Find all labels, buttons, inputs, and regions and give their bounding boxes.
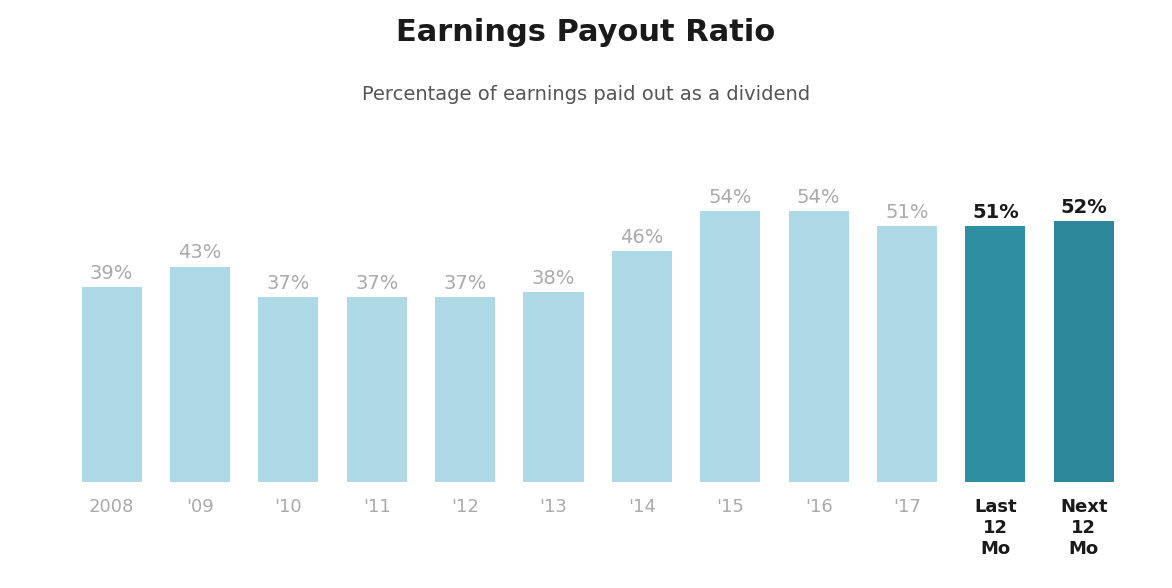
Text: 39%: 39% bbox=[90, 263, 134, 283]
Text: 38%: 38% bbox=[532, 269, 575, 288]
Text: 37%: 37% bbox=[355, 273, 398, 293]
Bar bbox=[1054, 221, 1113, 482]
Text: 46%: 46% bbox=[620, 229, 663, 248]
Bar bbox=[524, 292, 584, 482]
Text: 54%: 54% bbox=[709, 188, 752, 208]
Bar bbox=[789, 211, 849, 482]
Text: Earnings Payout Ratio: Earnings Payout Ratio bbox=[396, 18, 776, 46]
Text: 37%: 37% bbox=[267, 273, 311, 293]
Text: Percentage of earnings paid out as a dividend: Percentage of earnings paid out as a div… bbox=[362, 85, 810, 104]
Bar bbox=[258, 296, 319, 482]
Text: 54%: 54% bbox=[797, 188, 840, 208]
Bar bbox=[612, 252, 672, 482]
Bar bbox=[877, 226, 938, 482]
Bar bbox=[347, 296, 407, 482]
Bar bbox=[966, 226, 1026, 482]
Bar bbox=[700, 211, 761, 482]
Text: 37%: 37% bbox=[443, 273, 486, 293]
Text: 43%: 43% bbox=[178, 243, 222, 262]
Bar bbox=[170, 266, 230, 482]
Text: 51%: 51% bbox=[972, 203, 1018, 222]
Text: 52%: 52% bbox=[1061, 198, 1108, 218]
Bar bbox=[435, 296, 496, 482]
Text: 51%: 51% bbox=[885, 203, 928, 222]
Bar bbox=[82, 286, 142, 482]
